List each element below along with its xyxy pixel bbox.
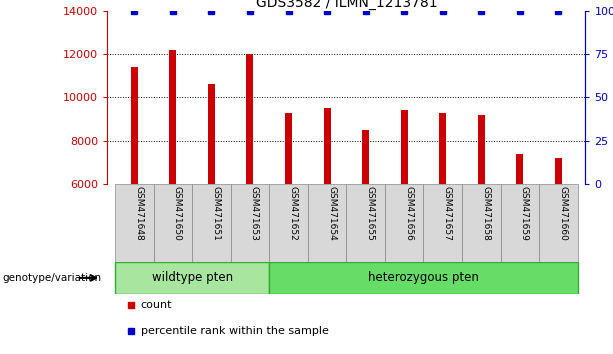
Bar — [362, 130, 369, 184]
Text: GSM471658: GSM471658 — [481, 187, 490, 241]
Bar — [269, 262, 577, 294]
Text: GSM471653: GSM471653 — [250, 187, 259, 241]
Bar — [555, 158, 562, 184]
Bar — [401, 110, 408, 184]
Bar — [324, 108, 330, 184]
Bar — [285, 113, 292, 184]
Text: GSM471650: GSM471650 — [173, 187, 182, 241]
Bar — [208, 84, 215, 184]
Title: GDS3582 / ILMN_1213781: GDS3582 / ILMN_1213781 — [256, 0, 437, 10]
Text: GSM471656: GSM471656 — [404, 187, 413, 241]
Bar — [424, 184, 462, 262]
Text: GSM471657: GSM471657 — [443, 187, 452, 241]
Bar — [539, 184, 577, 262]
Bar — [269, 184, 308, 262]
Text: GSM471648: GSM471648 — [134, 187, 143, 241]
Text: GSM471651: GSM471651 — [211, 187, 221, 241]
Bar — [169, 50, 177, 184]
Bar — [131, 67, 138, 184]
Bar — [462, 184, 501, 262]
Bar — [516, 154, 524, 184]
Bar — [153, 184, 192, 262]
Bar — [246, 54, 253, 184]
Bar — [440, 113, 446, 184]
Bar — [346, 184, 385, 262]
Text: GSM471652: GSM471652 — [289, 187, 297, 241]
Bar — [230, 184, 269, 262]
Text: GSM471654: GSM471654 — [327, 187, 336, 241]
Text: wildtype pten: wildtype pten — [151, 272, 233, 284]
Text: percentile rank within the sample: percentile rank within the sample — [141, 326, 329, 336]
Text: genotype/variation: genotype/variation — [2, 273, 101, 283]
Bar — [115, 184, 153, 262]
Text: count: count — [141, 300, 172, 310]
Bar — [115, 262, 269, 294]
Bar — [308, 184, 346, 262]
Bar — [192, 184, 230, 262]
Bar — [385, 184, 424, 262]
Bar — [478, 115, 485, 184]
Text: GSM471659: GSM471659 — [520, 187, 529, 241]
Text: heterozygous pten: heterozygous pten — [368, 272, 479, 284]
Bar — [501, 184, 539, 262]
Text: GSM471655: GSM471655 — [365, 187, 375, 241]
Text: GSM471660: GSM471660 — [558, 187, 568, 241]
